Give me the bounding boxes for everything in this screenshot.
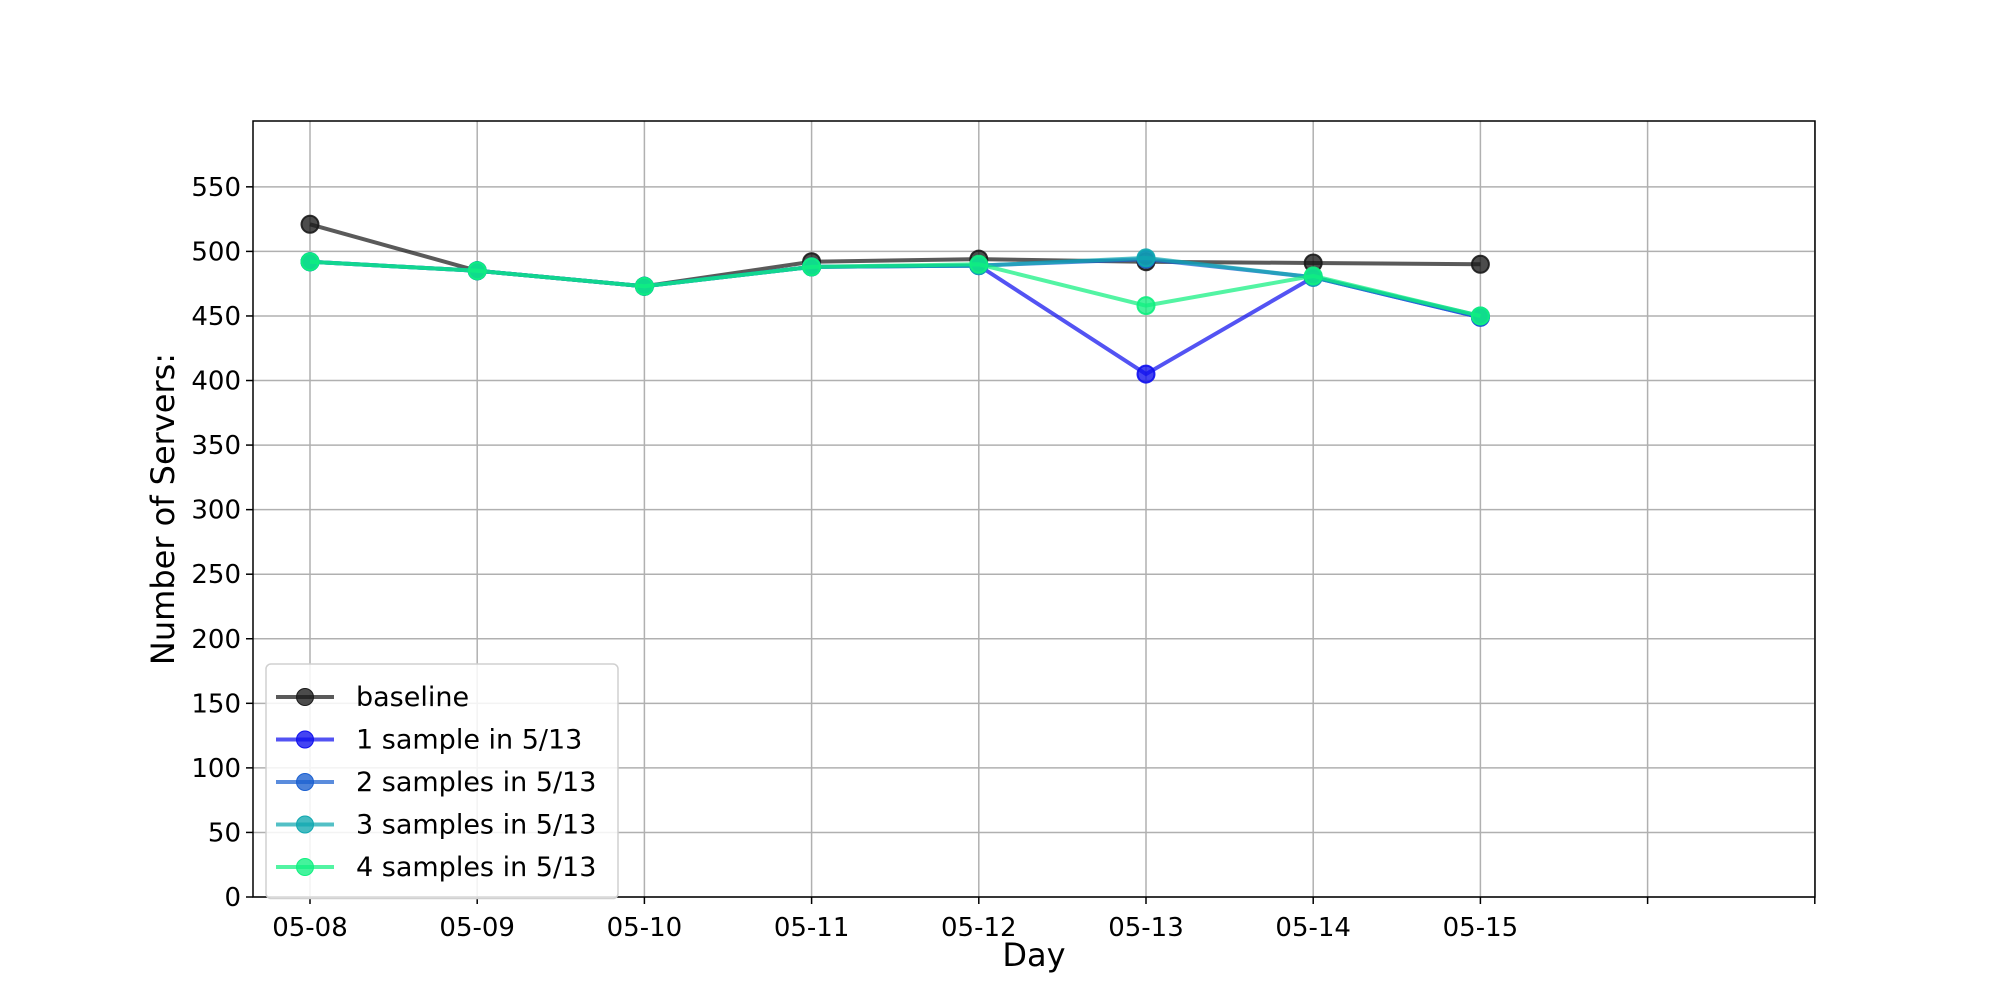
legend-marker xyxy=(296,730,314,749)
plot-frame xyxy=(252,120,1816,898)
legend-marker xyxy=(296,773,314,791)
x-tick-label: 05-08 xyxy=(272,913,348,943)
data-point xyxy=(802,257,822,277)
x-tick-label: 05-14 xyxy=(1275,913,1351,943)
data-point xyxy=(1136,296,1156,316)
y-tick-label: 250 xyxy=(191,560,241,590)
series-5 xyxy=(300,252,1490,326)
x-tick-label: 05-10 xyxy=(607,913,683,943)
legend-label: baseline xyxy=(356,682,469,713)
y-tick-label: 400 xyxy=(191,367,241,397)
data-point xyxy=(634,276,654,296)
x-tick-label: 05-12 xyxy=(941,913,1017,943)
series-line xyxy=(309,259,1481,318)
data-point xyxy=(1470,254,1490,274)
legend-box xyxy=(265,663,619,900)
x-tick-label: 05-09 xyxy=(439,913,515,943)
legend-item: 1 sample in 5/13 xyxy=(276,725,582,756)
y-axis-label: Number of Servers: xyxy=(144,353,182,665)
x-tick-label: 05-15 xyxy=(1443,913,1519,943)
legend-item: 4 samples in 5/13 xyxy=(276,852,596,883)
x-axis-label: Day xyxy=(1002,936,1065,974)
data-point xyxy=(1136,364,1156,384)
legend-label: 4 samples in 5/13 xyxy=(356,852,596,883)
y-axis-ticks: 0 50 100 150 200 250 300 350 400 450 500 550 xyxy=(191,173,253,913)
legend-marker xyxy=(296,858,314,876)
legend-label: 1 sample in 5/13 xyxy=(356,725,582,756)
data-point xyxy=(300,214,320,234)
x-tick-label: 05-13 xyxy=(1108,913,1184,943)
y-tick-label: 300 xyxy=(191,496,241,526)
data-point xyxy=(1470,306,1490,326)
legend-item: 2 samples in 5/13 xyxy=(276,767,596,798)
data-point xyxy=(969,254,989,274)
y-tick-label: 550 xyxy=(191,173,241,203)
x-axis-ticks: 05-08 05-09 05-10 05-11 05-12 05-13 05-14 05-15 xyxy=(272,897,1816,943)
y-tick-label: 500 xyxy=(191,237,241,267)
y-tick-label: 450 xyxy=(191,302,241,332)
legend-marker xyxy=(296,688,314,706)
y-tick-label: 100 xyxy=(191,754,241,784)
y-tick-label: 50 xyxy=(208,818,241,848)
legend-item: baseline xyxy=(276,682,469,713)
legend-label: 2 samples in 5/13 xyxy=(356,767,596,798)
series-group xyxy=(300,214,1490,384)
y-tick-label: 350 xyxy=(191,431,241,461)
data-point xyxy=(1303,266,1323,286)
y-tick-label: 150 xyxy=(191,689,241,719)
x-tick-label: 05-11 xyxy=(774,913,850,943)
data-point xyxy=(300,252,320,272)
legend-marker xyxy=(296,815,314,834)
data-point xyxy=(1136,248,1156,268)
legend: baseline 1 sample in 5/13 2 samples in 5/1… xyxy=(265,663,619,900)
legend-label: 3 samples in 5/13 xyxy=(356,810,596,841)
legend-item: 3 samples in 5/13 xyxy=(276,810,596,841)
data-point xyxy=(467,261,487,281)
y-tick-label: 0 xyxy=(224,883,241,913)
y-tick-label: 200 xyxy=(191,625,241,655)
